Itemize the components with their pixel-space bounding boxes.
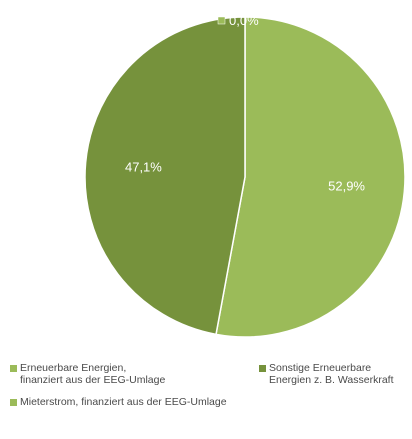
legend-label: Sonstige Erneuerbare Energien z. B. Wass…	[269, 362, 394, 386]
legend-swatch	[10, 399, 17, 406]
slice-tenant-electricity	[217, 16, 226, 25]
data-label: 47,1%	[125, 160, 162, 175]
legend-item-tenant-electricity: Mieterstrom, finanziert aus der EEG-Umla…	[10, 396, 227, 408]
legend-item-other-renewables: Sonstige Erneuerbare Energien z. B. Wass…	[259, 362, 394, 386]
legend-item-eeg-renewables: Erneuerbare Energien, finanziert aus der…	[10, 362, 165, 386]
data-label: 0,0%	[229, 13, 259, 28]
data-label: 52,9%	[328, 178, 365, 193]
slice-eeg-renewables	[215, 16, 406, 338]
legend-label: Mieterstrom, finanziert aus der EEG-Umla…	[20, 396, 227, 408]
legend-swatch	[10, 365, 17, 372]
legend-label: Erneuerbare Energien, finanziert aus der…	[20, 362, 166, 386]
legend-swatch	[259, 365, 266, 372]
slice-other-renewables	[84, 16, 246, 336]
